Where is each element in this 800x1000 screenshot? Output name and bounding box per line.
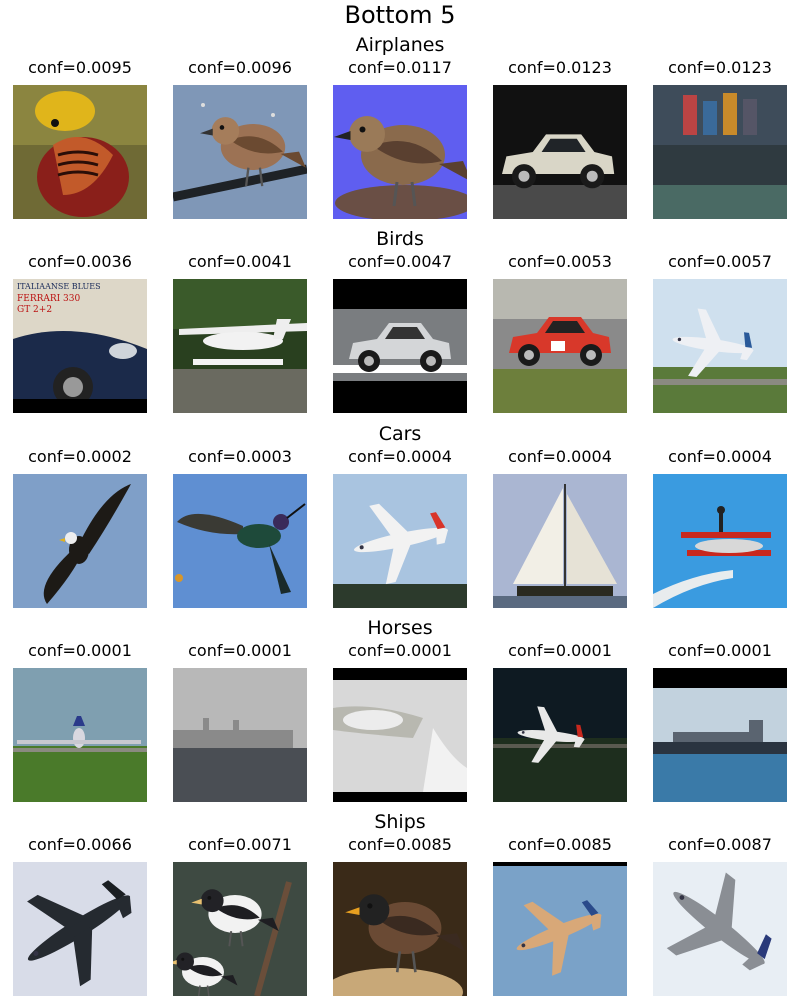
thumbnail-myna-bird bbox=[333, 862, 467, 997]
thumbnail-hummingbird bbox=[173, 473, 307, 608]
conf-label: conf=0.0001 bbox=[28, 640, 132, 660]
thumbnail-sparrow-on-perch bbox=[173, 85, 307, 219]
thumbnail-race-car bbox=[493, 279, 627, 414]
conf-label: conf=0.0041 bbox=[188, 252, 292, 272]
conf-label: conf=0.0071 bbox=[188, 835, 292, 855]
poster-text-1: ITALIAANSE BLUES bbox=[17, 282, 101, 291]
conf-label: conf=0.0003 bbox=[188, 446, 292, 466]
thumbnail-tanker-at-sea bbox=[653, 667, 787, 802]
poster-text-3: GT 2+2 bbox=[17, 305, 52, 315]
conf-label: conf=0.0123 bbox=[668, 58, 772, 77]
conf-label: conf=0.0066 bbox=[28, 835, 132, 855]
row-title-birds: Birds bbox=[376, 228, 424, 251]
row-title-cars: Cars bbox=[378, 422, 422, 445]
thumbnail-seaplane bbox=[173, 279, 307, 414]
row-title-ships: Ships bbox=[374, 811, 426, 834]
thumbnail-small-white-car bbox=[493, 85, 627, 219]
conf-label: conf=0.0087 bbox=[668, 835, 772, 855]
thumbnail-eagle-in-flight bbox=[13, 473, 147, 608]
conf-label: conf=0.0004 bbox=[668, 446, 772, 466]
thumbnail-airliner-flying bbox=[493, 862, 627, 997]
conf-label: conf=0.0117 bbox=[348, 58, 452, 77]
thumbnail-airliner-takeoff bbox=[653, 279, 787, 414]
thumbnail-foggy-ship bbox=[173, 667, 307, 802]
conf-label: conf=0.0123 bbox=[508, 58, 612, 77]
conf-label: conf=0.0004 bbox=[348, 446, 452, 466]
thumbnail-bomber-plane bbox=[13, 862, 147, 997]
thumbnail-ferrari-poster: ITALIAANSE BLUES FERRARI 330 GT 2+2 bbox=[13, 279, 147, 414]
thumbnail-jet-landing bbox=[493, 667, 627, 802]
thumbnail-wren-on-blue bbox=[333, 85, 467, 219]
row-title-airplanes: Airplanes bbox=[355, 34, 445, 56]
conf-label: conf=0.0057 bbox=[668, 252, 772, 272]
conf-label: conf=0.0053 bbox=[508, 252, 612, 272]
conf-label: conf=0.0036 bbox=[28, 252, 132, 272]
conf-label: conf=0.0047 bbox=[348, 252, 452, 272]
thumbnail-silver-roadster bbox=[333, 279, 467, 414]
thumbnail-golden-pheasant bbox=[13, 85, 147, 219]
conf-label: conf=0.0085 bbox=[508, 835, 612, 855]
thumbnail-car-headlight bbox=[333, 667, 467, 802]
row-title-horses: Horses bbox=[367, 616, 433, 639]
poster-text-2: FERRARI 330 bbox=[17, 294, 81, 304]
thumbnail-turboprop-plane bbox=[333, 473, 467, 608]
conf-label: conf=0.0001 bbox=[668, 640, 772, 660]
conf-label: conf=0.0002 bbox=[28, 446, 132, 466]
thumbnail-jumbo-jet-runway bbox=[13, 667, 147, 802]
thumbnail-finches bbox=[173, 862, 307, 997]
thumbnail-sailboat bbox=[493, 473, 627, 608]
thumbnail-p51-fighter bbox=[653, 862, 787, 997]
conf-label: conf=0.0001 bbox=[188, 640, 292, 660]
conf-label: conf=0.0001 bbox=[348, 640, 452, 660]
thumbnail-biplane-wingwalker bbox=[653, 473, 787, 608]
conf-label: conf=0.0095 bbox=[28, 58, 132, 77]
thumbnail-cargo-ship-dock bbox=[653, 85, 787, 219]
conf-label: conf=0.0004 bbox=[508, 446, 612, 466]
conf-label: conf=0.0001 bbox=[508, 640, 612, 660]
conf-label: conf=0.0096 bbox=[188, 58, 292, 77]
conf-label: conf=0.0085 bbox=[348, 835, 452, 855]
figure-title: Bottom 5 bbox=[344, 1, 456, 29]
